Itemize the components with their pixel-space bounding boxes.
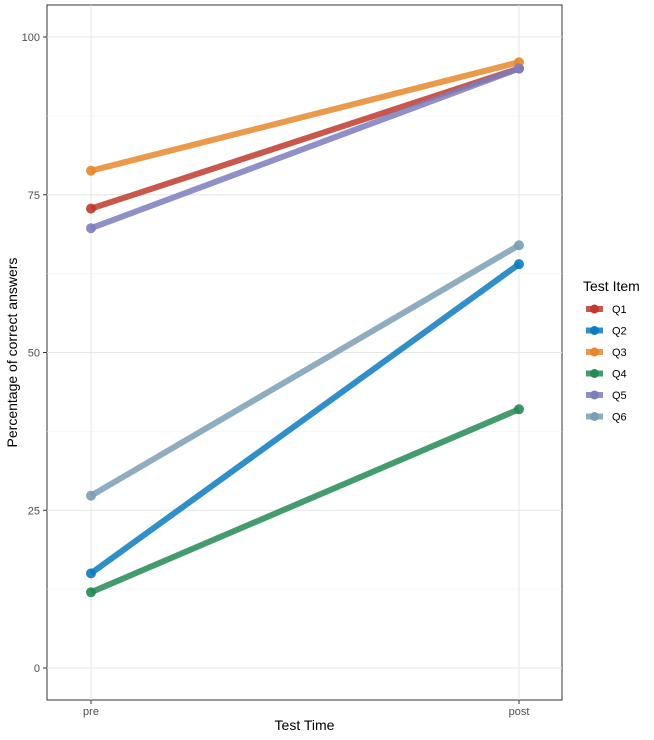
tick-label-y: 0 [34, 663, 40, 675]
tick-label-y: 75 [28, 190, 40, 202]
point-Q2-pre [86, 568, 96, 579]
legend-key-point [590, 412, 599, 421]
legend-title: Test Item [583, 278, 640, 294]
legend-key-point [590, 369, 599, 378]
point-Q1-pre [86, 203, 96, 214]
point-Q4-pre [86, 587, 96, 598]
point-Q2-post [514, 259, 524, 270]
legend-item-Q5: Q5 [586, 390, 627, 402]
legend-key-point [590, 326, 599, 335]
series-line-Q1 [90, 65, 520, 212]
point-Q5-pre [86, 223, 96, 234]
legend-label: Q6 [612, 412, 627, 424]
legend-item-Q6: Q6 [586, 412, 627, 424]
point-Q6-post [514, 240, 524, 251]
point-Q6-pre [86, 490, 96, 501]
y-axis-title: Percentage of correct answers [4, 258, 20, 448]
tick-label-y: 100 [22, 32, 40, 44]
tick-label-x: pre [83, 706, 99, 718]
series-line-Q3 [90, 59, 520, 174]
series-Q2 [86, 259, 524, 579]
series-line-Q4 [89, 406, 521, 596]
legend-label: Q5 [612, 390, 627, 402]
legend-label: Q2 [612, 326, 627, 338]
legend-item-Q1: Q1 [586, 304, 627, 316]
series-Q6 [86, 240, 524, 501]
tick-label-y: 50 [28, 348, 40, 360]
legend-label: Q3 [612, 347, 627, 359]
legend-key-point [590, 390, 599, 400]
point-Q3-pre [86, 165, 96, 176]
series-line-Q5 [89, 65, 521, 232]
point-Q5-post [514, 63, 524, 74]
tick-label-x: post [509, 706, 530, 718]
series-Q4 [86, 404, 524, 598]
point-Q4-post [514, 404, 524, 415]
legend-label: Q1 [612, 304, 627, 316]
legend-label: Q4 [612, 369, 627, 381]
legend-item-Q4: Q4 [586, 369, 627, 381]
series-line-Q2 [89, 261, 521, 576]
legend-key-point [590, 347, 599, 357]
series-Q5 [86, 63, 524, 234]
legend-item-Q3: Q3 [586, 347, 627, 359]
x-axis-title: Test Time [275, 717, 335, 733]
tick-label-y: 25 [28, 505, 40, 517]
series-line-Q6 [89, 242, 521, 499]
legend-item-Q2: Q2 [586, 326, 627, 338]
legend-key-point [590, 304, 599, 314]
